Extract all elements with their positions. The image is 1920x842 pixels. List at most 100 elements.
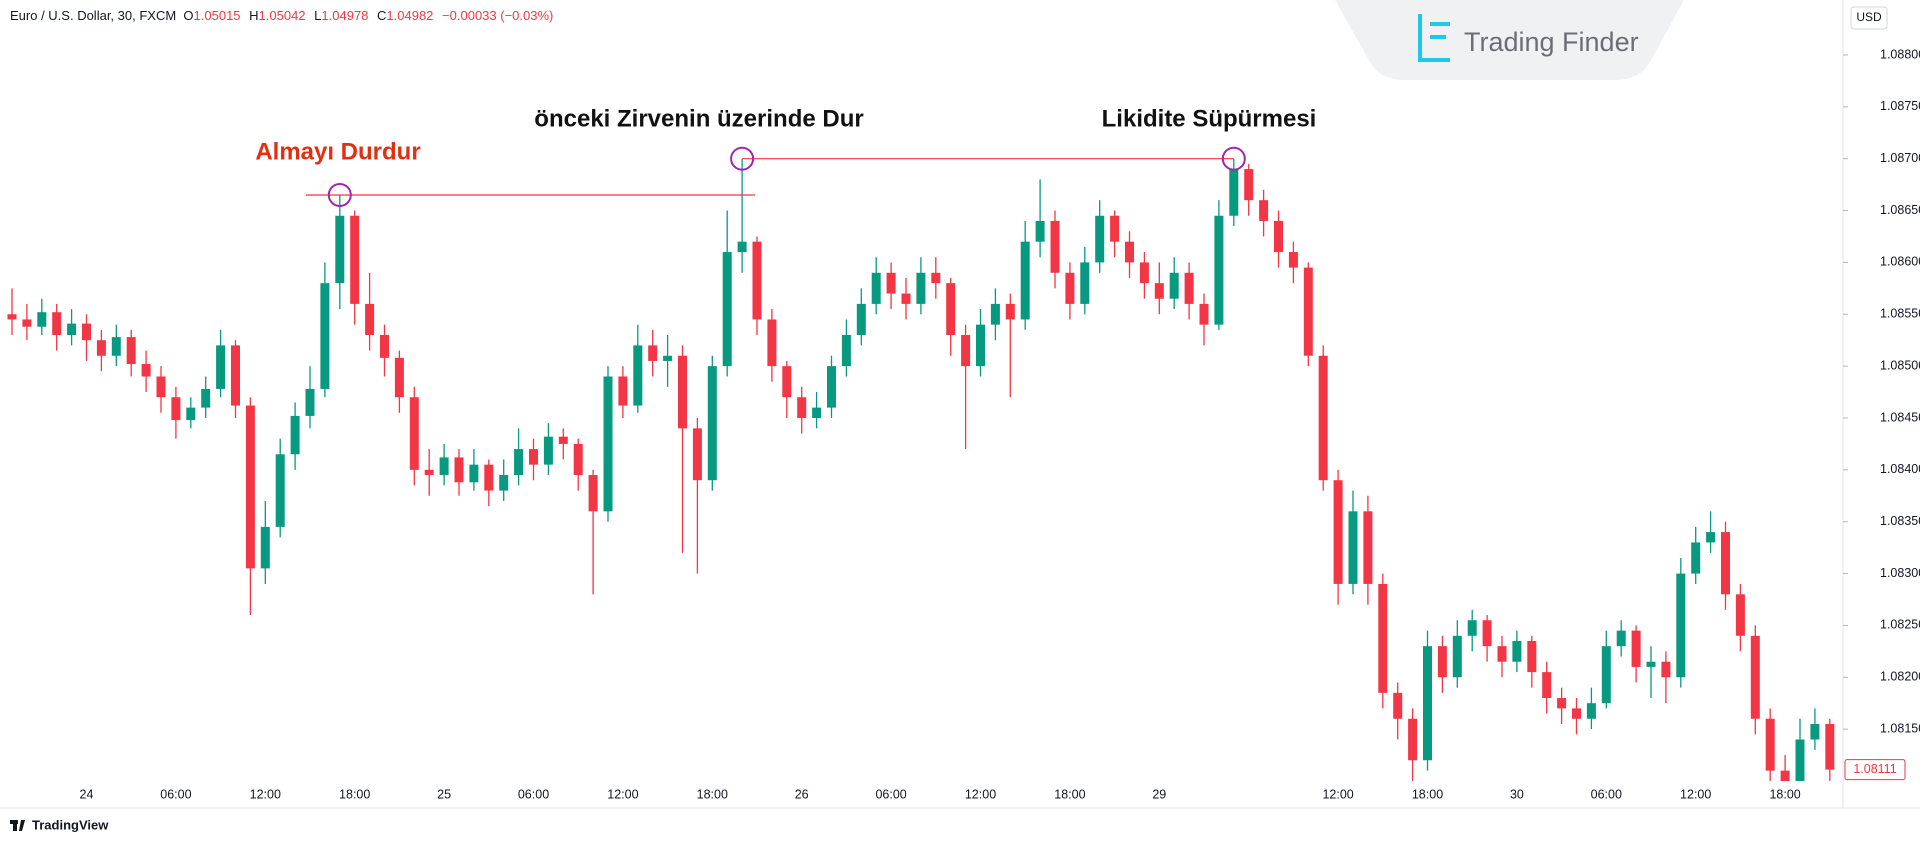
footer-text: TradingView [32,817,109,832]
candle-body [1020,241,1030,320]
x-tick-label: 06:00 [160,787,191,801]
candle-body [767,319,777,367]
candle-body [126,337,136,365]
candle-body [588,475,598,512]
candle-body [22,319,32,327]
candle-body [663,355,673,361]
symbol: Euro / U.S. Dollar, 30, FXCM [10,8,177,23]
candle-body [678,355,687,429]
candle-body [722,252,732,367]
ohlc-label: H [249,8,259,23]
candle-body [529,449,538,465]
y-tick-label: 1.08150 [1880,721,1920,735]
candle-body [82,323,91,341]
candle-body [1139,262,1149,284]
candle-body [692,428,702,481]
candle-body [305,388,315,416]
high-marker [327,182,352,207]
x-tick-label: 29 [1152,787,1166,801]
candle-body [484,464,494,491]
candle-body [156,376,166,398]
candle-body [961,335,971,367]
candle-body [1527,640,1537,673]
last-price-label: 1.08111 [1853,762,1896,776]
candle-body [1721,532,1730,595]
candle-body [409,397,419,470]
candle-body [1423,646,1432,761]
annotation: önceki Zirvenin üzerinde Dur [534,105,863,132]
candle-body [1259,200,1269,221]
candle-body [1169,272,1179,299]
candle-body [752,241,762,320]
candle-body [216,345,226,389]
y-tick-label: 1.08350 [1880,514,1920,528]
candle-body [1795,739,1805,781]
candle-body [201,388,211,408]
candle-body [543,436,553,465]
y-tick-label: 1.08250 [1880,618,1920,632]
x-tick-label: 25 [437,787,451,801]
candle-body [394,357,404,398]
candle-body [365,303,375,336]
ohlc-label: O [183,8,194,23]
candle-body [737,241,747,253]
y-tick-label: 1.08600 [1880,255,1920,269]
candle-body [1393,692,1403,719]
candle-body [990,303,1000,325]
y-tick-label: 1.08200 [1880,670,1920,684]
candle-body [1542,672,1552,699]
currency-box[interactable] [1850,6,1888,30]
candle-body [1437,646,1447,678]
y-tick-label: 1.08650 [1880,203,1920,217]
candle-body [1780,770,1790,781]
candle-body [320,283,330,389]
candle-body [1691,542,1701,574]
candle-body [1810,723,1820,740]
candle-body [499,475,509,491]
candle-body [350,215,360,304]
candle-body [1467,620,1477,636]
change: −0.00033 (−0.03%) [442,8,554,23]
candle-body [871,272,881,304]
candle-body [901,293,911,304]
candle-body [1348,511,1358,584]
candle-body [573,443,583,476]
candle-body [260,526,270,569]
candle-body [1601,646,1611,704]
x-tick-label: 18:00 [697,787,728,801]
candle-body [439,457,449,476]
x-tick-label: 12:00 [250,787,281,801]
y-tick-label: 1.08700 [1880,151,1920,165]
candle-body [1214,215,1224,325]
x-tick-label: 18:00 [1054,787,1085,801]
candle-body [52,312,62,336]
candle-body [1497,646,1507,662]
candle-body [1288,252,1298,268]
candle-body [454,457,464,483]
candle-body [558,436,568,444]
ohlc-label: C [377,8,387,23]
x-tick-label: 26 [795,787,809,801]
currency-label: USD [1856,10,1882,24]
candle-body [1229,169,1239,216]
candle-body [1557,698,1567,709]
candle-body [931,272,941,284]
ohlc-value: 1.04978 [321,8,369,23]
candle-body [1274,220,1283,253]
candle-body [827,366,836,408]
candle-body [886,272,896,294]
last-price-box [1844,759,1906,781]
candle-body [1080,262,1090,304]
ohlc-value: 1.04982 [386,8,434,23]
candle-body [976,324,985,367]
candle-body [1616,630,1626,647]
x-tick-label: 18:00 [339,787,370,801]
candle-body [1661,661,1671,678]
candle-body [1005,303,1015,320]
x-tick-label: 06:00 [518,787,549,801]
candle-body [469,464,479,483]
candle-body [1512,640,1522,662]
watermark-text: Trading Finder [1464,27,1639,57]
annotation: Almayı Durdur [255,138,420,165]
candle-body [618,376,628,406]
